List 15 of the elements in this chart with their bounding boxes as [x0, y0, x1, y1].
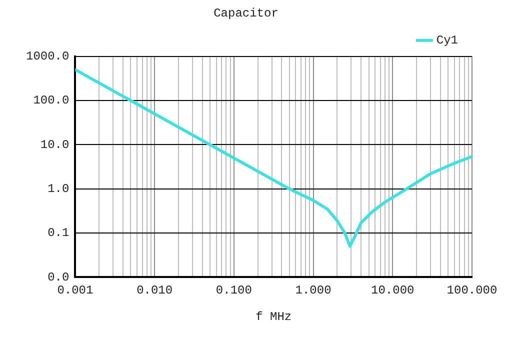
y-tick-label: 10.0 [40, 138, 70, 152]
y-tick-label: 1.0 [48, 182, 70, 196]
x-tick-label: 0.010 [136, 284, 173, 298]
y-tick-label: 100.0 [33, 94, 70, 108]
y-tick-label: 1000.0 [26, 50, 70, 64]
x-tick-label: 0.100 [216, 284, 252, 298]
x-tick-label: 0.001 [57, 284, 94, 298]
y-tick-label: 0.0 [48, 270, 70, 284]
x-axis-title: f MHz [256, 310, 292, 324]
x-tick-label: 10.000 [371, 284, 414, 298]
x-tick-label: 100.000 [446, 284, 498, 298]
chart-title: Capacitor [214, 6, 278, 20]
y-tick-label: 0.1 [48, 226, 70, 240]
x-tick-label: 1.000 [295, 284, 332, 298]
legend-label: Cy1 [436, 34, 458, 48]
